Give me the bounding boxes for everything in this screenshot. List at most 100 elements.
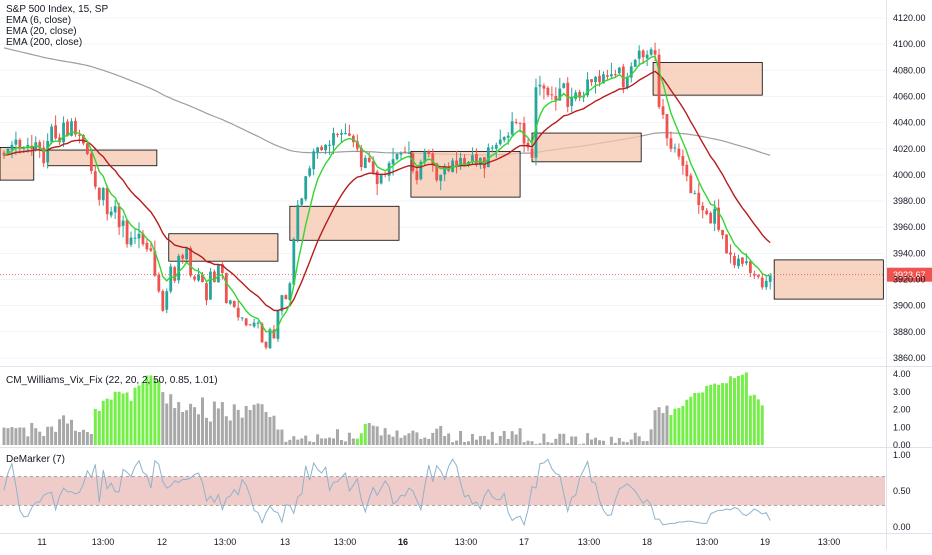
vix-bar [427,439,430,445]
candle-body [368,158,371,162]
vix-bar [58,419,61,445]
vix-bar [288,440,291,445]
time-tick-label: 13:00 [92,537,115,547]
vix-bar [62,415,65,445]
price-tick-label: 3900.00 [893,301,926,311]
vix-bar [618,438,621,445]
vix-bar [380,435,383,445]
candle-body [408,153,411,154]
vix-bar [646,441,649,445]
time-tick-label: 12 [157,537,167,547]
candle-body [316,147,319,152]
vix-bar [145,376,148,445]
price-tick-label: 3920.00 [893,275,926,285]
time-tick-label: 13:00 [696,537,719,547]
candle-body [62,123,65,143]
vix-bar [614,443,617,445]
vix-bar [134,388,137,445]
vix-bar [665,406,668,445]
vix-bar [38,432,41,445]
demarker-tick-label: 1.00 [893,450,911,460]
vix-bar [388,435,391,445]
vix-bar [396,430,399,445]
vix-tick-label: 4.00 [893,369,911,379]
candle-body [197,274,200,280]
vix-bar [3,428,6,445]
vix-bar [431,433,434,445]
candle-body [606,75,609,77]
candle-body [515,122,518,123]
candle-body [241,317,244,318]
candle-body [650,49,653,54]
time-tick-label: 16 [398,537,408,547]
candle-body [304,176,307,199]
vix-bar [177,402,180,445]
vix-bar [566,443,569,445]
candle-body [725,235,728,254]
vix-bar [332,438,335,445]
vix-bar [46,427,49,445]
candle-body [300,198,303,204]
vix-tick-label: 3.00 [893,387,911,397]
candle-body [769,276,772,282]
candle-body [594,77,597,82]
candle-body [495,145,498,149]
vix-bar [705,386,708,445]
candle-body [709,213,712,223]
vix-bar [503,431,506,445]
candle-body [253,323,256,327]
vix-bar [118,392,121,445]
sd-zone [653,62,762,95]
candle-body [161,291,164,311]
candle-body [415,171,418,180]
vix-bar [90,434,93,445]
time-tick-label: 13:00 [455,537,478,547]
vix-bar [189,404,192,445]
vix-bar [542,434,545,445]
vix-bar [701,392,704,445]
candle-body [332,133,335,145]
candle-body [98,188,101,200]
vix-bar [527,441,530,445]
candle-body [360,148,363,167]
time-tick-label: 11 [37,537,46,547]
vix-bar [717,385,720,445]
vix-bar [634,433,637,445]
candle-body [654,50,657,54]
vix-bar [669,415,672,445]
vix-bar [193,407,196,445]
vix-pane-label: CM_Williams_Vix_Fix (22, 20, 2, 50, 0.85… [6,375,218,386]
candle-body [693,193,696,194]
vix-bar [253,405,256,445]
vix-bar [165,403,168,445]
price-tick-label: 4060.00 [893,91,926,101]
vix-bar [757,399,760,445]
vix-bar [54,432,57,445]
candle-body [590,79,593,82]
vix-bar [292,436,295,445]
vix-bar [594,438,597,445]
candle-body [249,324,252,325]
vix-bar [185,410,188,445]
candle-body [439,175,442,181]
vix-bar [372,426,375,445]
time-tick-label: 13 [280,537,290,547]
candle-body [618,68,621,74]
candle-body [491,147,494,148]
candle-body [610,74,613,76]
vix-bar [217,408,220,445]
vix-bar [475,440,478,445]
candle-body [340,133,343,135]
vix-bar [538,443,541,445]
candle-body [54,125,57,138]
candle-body [685,165,688,176]
vix-bar [415,432,418,445]
vix-bar [471,434,474,445]
vix-bar [562,434,565,445]
candle-body [729,252,732,254]
vix-bar [455,441,458,445]
vix-bar [229,421,232,445]
vix-bar [110,400,113,445]
vix-bar [221,402,224,445]
